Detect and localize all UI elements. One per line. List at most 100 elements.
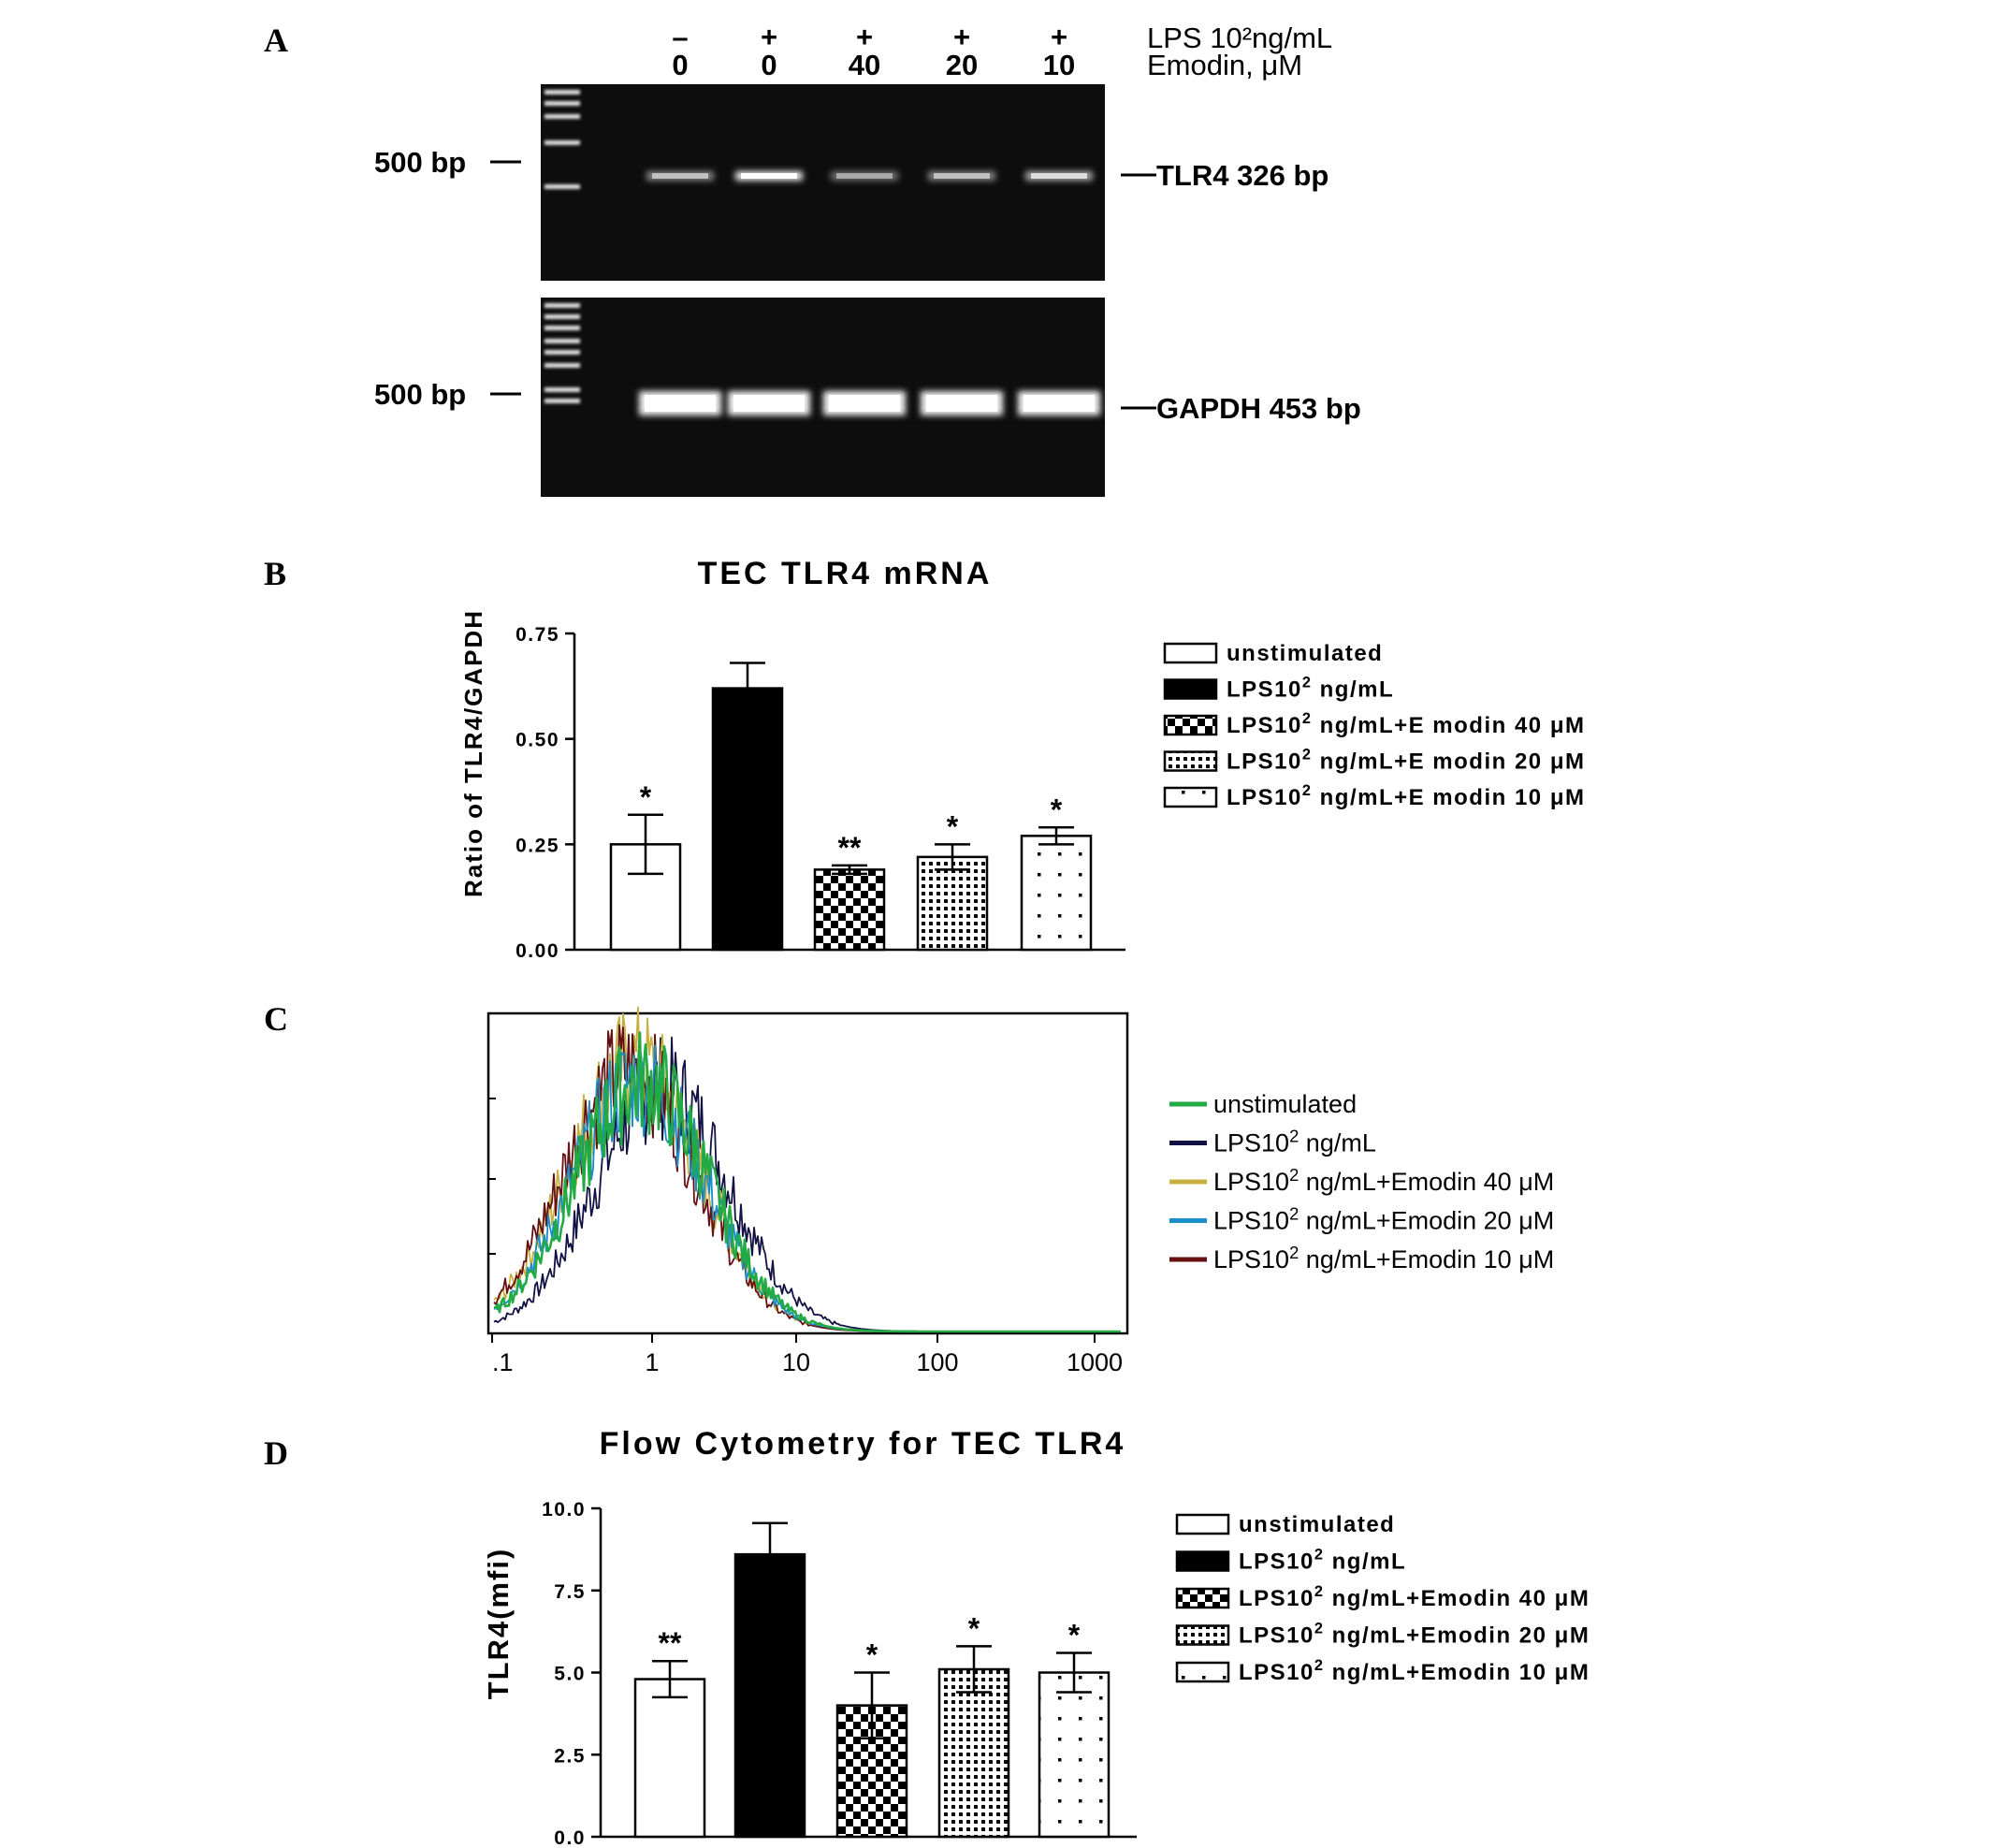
emodin-dose: 10 [1043, 49, 1075, 81]
ladder-band [544, 399, 580, 403]
significance-mark: * [866, 1638, 878, 1672]
y-tick-label: 0.75 [515, 624, 559, 646]
legend-label: LPS102 ng/mL [1227, 675, 1394, 703]
emodin-dose: 40 [849, 49, 880, 81]
ladder-band [544, 339, 580, 343]
tlr4-band-core [1031, 173, 1087, 179]
significance-mark: * [947, 809, 959, 843]
legend-label: unstimulated [1227, 641, 1383, 666]
y-axis-label: Ratio of TLR4/GAPDH [459, 609, 487, 897]
tlr4-band-core [652, 173, 708, 179]
gapdh-band-core [829, 395, 900, 412]
legend-label: LPS102 ng/mL+Emodin 40 μM [1239, 1583, 1590, 1611]
significance-mark: * [968, 1611, 980, 1645]
bar [813, 868, 886, 952]
emodin-dose: 0 [672, 49, 688, 81]
legend: unstimulated LPS102 ng/mL LPS102 ng/mL+Emo… [1175, 1512, 1590, 1685]
histograms [493, 1006, 1121, 1333]
plot-frame [486, 1011, 1129, 1335]
ladder-band [544, 387, 580, 392]
bars: ***** [633, 1521, 1111, 1839]
x-tick-label: 100 [916, 1348, 958, 1376]
significance-mark: * [640, 780, 652, 814]
y-tick-label: 2.5 [554, 1745, 586, 1767]
histogram-line [493, 1031, 1121, 1333]
gel-panel: – + + + + 0 0 40 20 10 LPS 10²ng/mL Emod… [374, 21, 1361, 497]
panel-label-a: A [264, 22, 288, 59]
ladder-band [544, 326, 580, 330]
lps-concentration-label: LPS 10²ng/mL [1147, 22, 1332, 54]
legend-swatch [1163, 714, 1218, 736]
legend-label: LPS102 ng/mL+E modin 40 μM [1227, 710, 1586, 738]
y-tick-label: 7.5 [554, 1581, 586, 1603]
emodin-dose: 20 [946, 49, 978, 81]
gapdh-band-core [733, 395, 805, 412]
chart-title: Flow Cytometry for TEC TLR4 [600, 1426, 1126, 1462]
emodin-dose: 0 [761, 49, 777, 81]
bar [937, 1667, 1010, 1839]
gapdh-band-core [645, 395, 716, 412]
y-axis-label: TLR4(mfi) [482, 1548, 515, 1700]
ladder-band [544, 314, 580, 319]
bar [733, 1552, 806, 1839]
x-tick-label: 10 [782, 1348, 810, 1376]
significance-mark: * [1051, 793, 1063, 826]
bar [711, 687, 784, 952]
ladder-band [544, 90, 580, 95]
significance-mark: ** [659, 1626, 682, 1660]
ladder-band [544, 303, 580, 308]
gapdh-band-core [926, 395, 997, 412]
tlr4-band-core [836, 173, 893, 179]
significance-mark: * [1068, 1618, 1081, 1652]
chart-b: TEC TLR4 mRNA Ratio of TLR4/GAPDH 0.00 0.… [459, 556, 1586, 962]
dna-ladder [544, 90, 580, 189]
legend-swatch [1163, 786, 1218, 808]
chart-d: Flow Cytometry for TEC TLR4 TLR4(mfi) 0.… [482, 1426, 1590, 1848]
legend-label: LPS102 ng/mL [1213, 1127, 1376, 1157]
legend-label: LPS102 ng/mL+E modin 20 μM [1227, 747, 1586, 775]
lps-sign: + [761, 21, 777, 53]
y-tick-label: 5.0 [554, 1664, 586, 1685]
y-tick-label: 10.0 [542, 1499, 586, 1521]
ladder-band [544, 101, 580, 106]
legend-swatch [1175, 1661, 1230, 1683]
ladder-band [544, 184, 580, 189]
ladder-band [544, 114, 580, 119]
y-tick-label: 0.00 [515, 940, 559, 962]
gapdh-band-label: GAPDH 453 bp [1156, 392, 1361, 425]
bars: ***** [609, 662, 1093, 952]
legend-label: LPS102 ng/mL+Emodin 20 μM [1213, 1204, 1554, 1235]
ladder-band [544, 350, 580, 355]
lps-sign: + [1051, 21, 1067, 53]
tlr4-band [831, 171, 898, 181]
legend-label: LPS102 ng/mL+Emodin 20 μM [1239, 1621, 1590, 1649]
y-tick-label: 0.25 [515, 835, 559, 856]
tlr4-gel: 500 bp TLR4 326 bp [374, 84, 1328, 281]
marker-label: 500 bp [374, 378, 466, 411]
x-tick-label: 1000 [1067, 1348, 1123, 1376]
tlr4-band-core [934, 173, 990, 179]
ladder-band [544, 363, 580, 368]
y-tick-label: 0.0 [554, 1827, 586, 1848]
legend: unstimulated LPS102 ng/mL LPS102 ng/mL+Emo… [1169, 1090, 1554, 1273]
legend-label: unstimulated [1213, 1090, 1357, 1118]
ladder-band [544, 140, 580, 145]
legend-label: LPS102 ng/mL [1239, 1547, 1406, 1575]
lane-header: – + + + + 0 0 40 20 10 LPS 10²ng/mL Emod… [672, 21, 1332, 81]
tlr4-bands [646, 171, 1093, 181]
bar [916, 855, 989, 952]
emodin-label: Emodin, μM [1147, 49, 1302, 81]
tlr4-band-label: TLR4 326 bp [1156, 159, 1328, 192]
legend-swatch [1163, 750, 1218, 772]
legend-label: LPS102 ng/mL+Emodin 10 μM [1213, 1243, 1554, 1273]
bar [1020, 835, 1093, 952]
legend-swatch [1175, 1624, 1230, 1646]
dna-ladder [544, 303, 580, 403]
chart-c: .1 1 10 100 1000 unstimulated LPS102 ng/mL LPS… [486, 1006, 1554, 1376]
panel-label-d: D [264, 1434, 288, 1472]
gapdh-bands [639, 391, 1100, 415]
legend-swatch [1163, 642, 1218, 664]
legend-swatch [1163, 678, 1218, 700]
gapdh-gel: 500 bp GAPDH 453 bp [374, 298, 1361, 497]
